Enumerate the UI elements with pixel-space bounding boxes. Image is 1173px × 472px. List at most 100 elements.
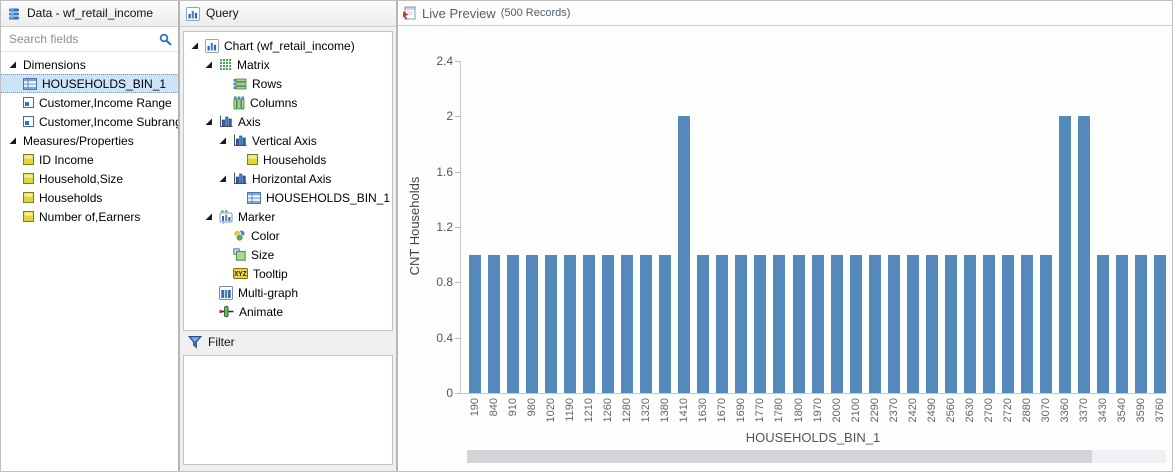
query-node-households[interactable]: Households [184, 150, 392, 169]
bar[interactable] [526, 255, 538, 393]
bar[interactable] [640, 255, 652, 393]
bar[interactable] [773, 255, 785, 393]
expander-icon[interactable] [217, 173, 228, 184]
field-label: Number of,Earners [39, 209, 141, 224]
bar[interactable] [1059, 116, 1071, 393]
field-item-customer-income-subrange[interactable]: Customer,Income Subrange [1, 112, 178, 131]
bar[interactable] [1021, 255, 1033, 393]
field-item-customer-income-range[interactable]: Customer,Income Range [1, 93, 178, 112]
bar-chart: CNT Households 0 0.4 0.8 1.2 1.6 2 2.4 190 840 910… [398, 26, 1172, 471]
bar[interactable] [1078, 116, 1090, 393]
expander-icon[interactable] [203, 211, 214, 222]
bar[interactable] [888, 255, 900, 393]
search-icon[interactable] [159, 33, 172, 46]
animate-icon [219, 305, 234, 318]
query-node-chart-wf-retail-income[interactable]: Chart (wf_retail_income) [184, 36, 392, 55]
query-node-label: Axis [238, 114, 261, 129]
bar[interactable] [812, 255, 824, 393]
bar[interactable] [850, 255, 862, 393]
field-item-id-income[interactable]: ID Income [1, 150, 178, 169]
expander-icon[interactable] [189, 40, 200, 51]
y-tick-label: 1.2 [436, 220, 453, 234]
bar[interactable] [793, 255, 805, 393]
query-node-vertical-axis[interactable]: Vertical Axis [184, 131, 392, 150]
tree-section-measures-properties[interactable]: Measures/Properties [1, 131, 178, 150]
bar[interactable] [983, 255, 995, 393]
bar[interactable] [1116, 255, 1128, 393]
y-tick-mark [455, 227, 460, 228]
bar[interactable] [488, 255, 500, 393]
filter-header: Filter [180, 331, 396, 353]
filter-drop-area[interactable] [183, 355, 393, 465]
data-panel-header: Data - wf_retail_income [1, 1, 178, 27]
bar[interactable] [583, 255, 595, 393]
expander-icon[interactable] [217, 135, 228, 146]
bar[interactable] [621, 255, 633, 393]
query-node-marker[interactable]: Marker [184, 207, 392, 226]
bar[interactable] [1002, 255, 1014, 393]
x-axis-title: HOUSEHOLDS_BIN_1 [745, 430, 881, 445]
scrollbar-thumb[interactable] [467, 450, 1092, 463]
bar[interactable] [1097, 255, 1109, 393]
query-node-tooltip[interactable]: XYZ Tooltip [184, 264, 392, 283]
bar[interactable] [907, 255, 919, 393]
query-node-households-bin-1[interactable]: HOUSEHOLDS_BIN_1 [184, 188, 392, 207]
query-node-label: Chart (wf_retail_income) [224, 38, 355, 53]
bar[interactable] [507, 255, 519, 393]
field-item-households-bin-1[interactable]: HOUSEHOLDS_BIN_1 [1, 74, 178, 93]
bar[interactable] [869, 255, 881, 393]
field-label: ID Income [39, 152, 94, 167]
bar[interactable] [545, 255, 557, 393]
data-panel: Data - wf_retail_income Dimensions HOUSEH… [1, 1, 180, 471]
query-node-size[interactable]: Size [184, 245, 392, 264]
bar[interactable] [564, 255, 576, 393]
live-preview-panel: Live Preview (500 Records) CNT Household… [398, 1, 1172, 471]
chart-icon [205, 38, 219, 53]
search-input[interactable] [7, 31, 155, 47]
tree-section-dimensions[interactable]: Dimensions [1, 55, 178, 74]
query-node-color[interactable]: Color [184, 226, 392, 245]
bar[interactable] [926, 255, 938, 393]
bar[interactable] [964, 255, 976, 393]
field-item-households[interactable]: Households [1, 188, 178, 207]
query-node-label: Vertical Axis [252, 133, 317, 148]
bar[interactable] [716, 255, 728, 393]
expander-icon[interactable] [203, 116, 214, 127]
y-tick-mark [455, 393, 460, 394]
bar[interactable] [754, 255, 766, 393]
query-node-label: Horizontal Axis [252, 171, 332, 186]
axis-icon [233, 172, 247, 185]
bar[interactable] [735, 255, 747, 393]
query-panel: Query Chart (wf_retail_income) Matrix Rows… [180, 1, 398, 471]
query-node-rows[interactable]: Rows [184, 74, 392, 93]
bar[interactable] [697, 255, 709, 393]
bar[interactable] [1154, 255, 1166, 393]
query-node-multi-graph[interactable]: Multi-graph [184, 283, 392, 302]
query-node-animate[interactable]: Animate [184, 302, 392, 321]
expander-icon[interactable] [7, 135, 18, 146]
record-count: (500 Records) [500, 7, 571, 19]
marker-icon [219, 209, 233, 224]
bar[interactable] [602, 255, 614, 393]
bar[interactable] [1135, 255, 1147, 393]
chart-horizontal-scrollbar[interactable] [467, 450, 1166, 463]
bar[interactable] [659, 255, 671, 393]
field-item-number-of-earners[interactable]: Number of,Earners [1, 207, 178, 226]
y-tick-label: 0.4 [436, 330, 453, 345]
bar[interactable] [469, 255, 481, 393]
field-label: Households [39, 190, 103, 205]
expander-icon[interactable] [7, 59, 18, 70]
query-node-axis[interactable]: Axis [184, 112, 392, 131]
section-label: Dimensions [23, 57, 86, 72]
bar[interactable] [1040, 255, 1052, 393]
query-node-horizontal-axis[interactable]: Horizontal Axis [184, 169, 392, 188]
bar[interactable] [678, 116, 690, 393]
y-tick-mark [455, 282, 460, 284]
query-node-matrix[interactable]: Matrix [184, 55, 392, 74]
expander-icon[interactable] [203, 59, 214, 70]
bar[interactable] [945, 255, 957, 393]
bar[interactable] [831, 255, 843, 393]
field-item-household-size[interactable]: Household,Size [1, 169, 178, 188]
query-node-columns[interactable]: Columns [184, 93, 392, 112]
query-panel-header: Query [180, 1, 396, 27]
